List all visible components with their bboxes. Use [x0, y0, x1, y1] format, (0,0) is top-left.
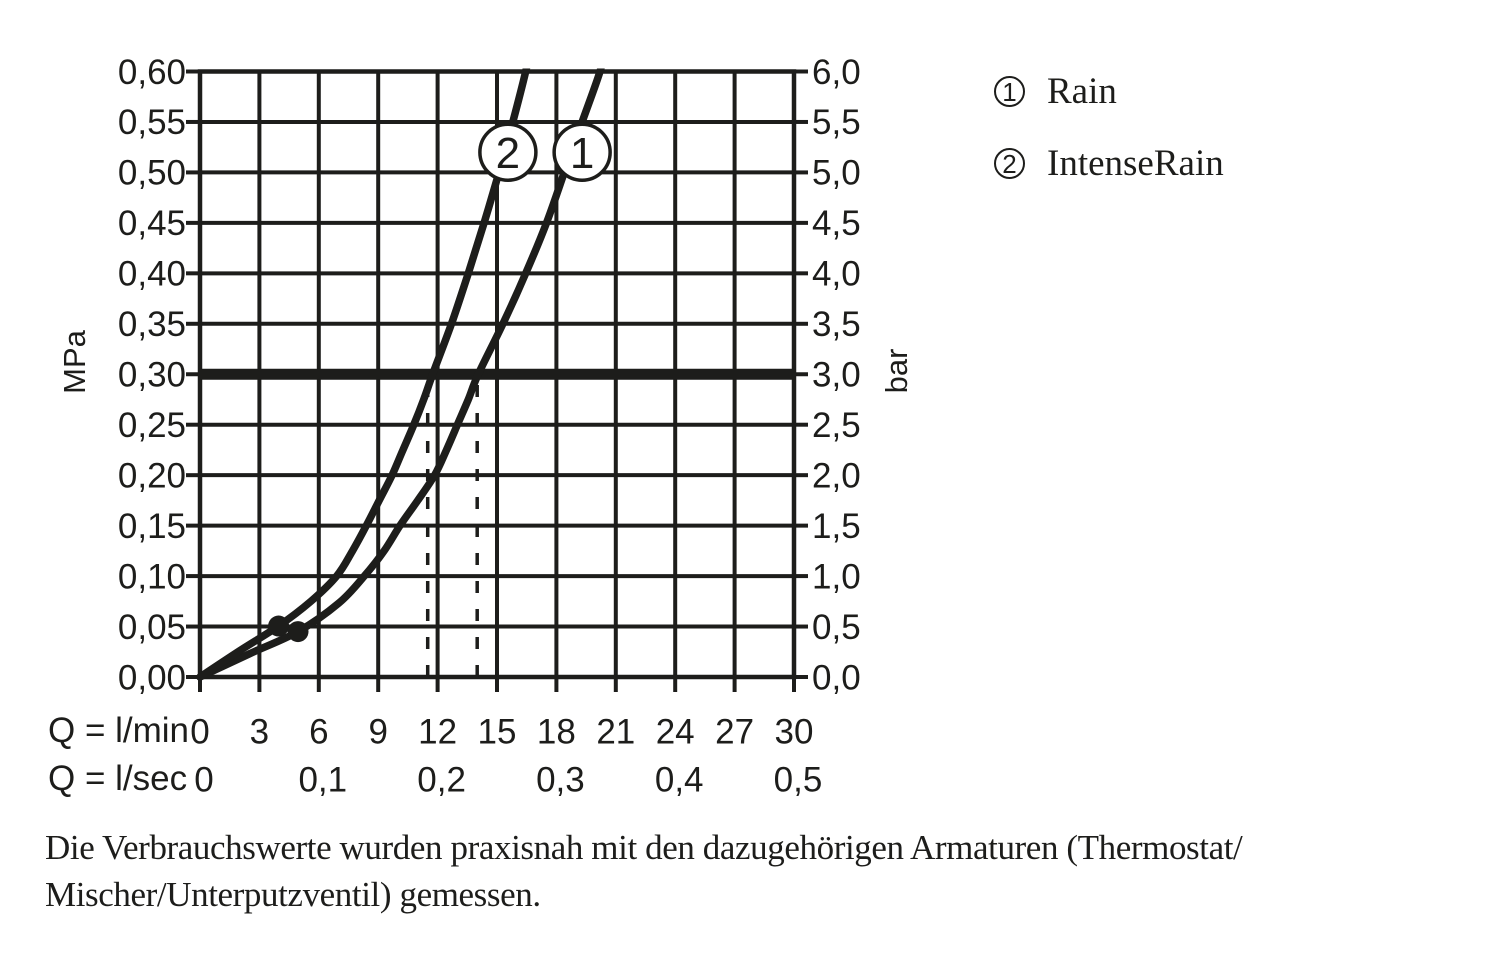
x-tick-label-lsec: 0,5 — [774, 760, 823, 799]
x-axis-lmin-label: Q = l/min — [48, 711, 190, 750]
x-tick-label-lmin: 24 — [656, 712, 695, 751]
measurement-dot-rain — [287, 621, 309, 643]
y-left-tick-label: 0,25 — [118, 406, 186, 445]
y-left-tick-label: 0,55 — [118, 103, 186, 142]
legend-label-intenserain: IntenseRain — [1047, 143, 1224, 184]
y-left-tick-label: 0,40 — [118, 255, 186, 294]
curve-marker-number-2: 2 — [496, 129, 520, 178]
x-tick-label-lsec: 0,2 — [417, 760, 466, 799]
footnote-line-1: Die Verbrauchswerte wurden praxisnah mit… — [45, 828, 1243, 867]
footnote-line-2: Mischer/Unterputzventil) gemessen. — [45, 875, 541, 914]
y-right-tick-label: 2,5 — [812, 406, 861, 445]
y-right-tick-label: 5,0 — [812, 154, 861, 193]
y-left-tick-label: 0,20 — [118, 456, 186, 495]
x-tick-label-lsec: 0,1 — [298, 760, 347, 799]
y-left-tick-label: 0,45 — [118, 204, 186, 243]
y-right-tick-label: 0,5 — [812, 608, 861, 647]
x-tick-label-lsec: 0 — [194, 760, 213, 799]
x-tick-label-lmin: 6 — [309, 712, 328, 751]
x-tick-label-lmin: 0 — [190, 712, 209, 751]
y-left-tick-label: 0,50 — [118, 154, 186, 193]
y-left-tick-label: 0,15 — [118, 507, 186, 546]
x-tick-label-lmin: 15 — [478, 712, 517, 751]
y-right-tick-label: 4,0 — [812, 255, 861, 294]
curve-rain — [196, 68, 605, 681]
curve-marker-circle-2 — [478, 122, 538, 182]
x-tick-label-lmin: 12 — [418, 712, 457, 751]
x-tick-label-lmin: 21 — [596, 712, 635, 751]
legend-circled-number-1: 1 — [994, 76, 1025, 107]
legend-label-rain: Rain — [1047, 71, 1117, 112]
y-right-tick-label: 1,0 — [812, 557, 861, 596]
measurement-dot-intenserain — [268, 615, 290, 637]
curve-marker-circle-1 — [552, 122, 612, 182]
y-left-tick-label: 0,05 — [118, 608, 186, 647]
legend-circled-number-2: 2 — [994, 148, 1025, 179]
y-left-tick-label: 0,00 — [118, 658, 186, 697]
y-right-tick-label: 6,0 — [812, 53, 861, 92]
x-tick-label-lmin: 9 — [368, 712, 387, 751]
y-left-tick-label: 0,30 — [118, 356, 186, 395]
y-axis-left-unit-label: MPa — [57, 330, 92, 394]
y-right-tick-label: 5,5 — [812, 103, 861, 142]
x-tick-label-lmin: 3 — [250, 712, 269, 751]
y-left-tick-label: 0,60 — [118, 53, 186, 92]
x-tick-label-lmin: 30 — [775, 712, 814, 751]
x-tick-label-lsec: 0,3 — [536, 760, 585, 799]
y-right-tick-label: 1,5 — [812, 507, 861, 546]
legend: 1 Rain 2 IntenseRain — [994, 70, 1224, 214]
x-tick-label-lmin: 18 — [537, 712, 576, 751]
y-left-tick-label: 0,10 — [118, 557, 186, 596]
legend-item-intenserain: 2 IntenseRain — [994, 142, 1224, 185]
y-right-tick-label: 3,0 — [812, 356, 861, 395]
y-right-tick-label: 4,5 — [812, 204, 861, 243]
y-axis-right-unit-label: bar — [879, 348, 914, 394]
curve-marker-number-1: 1 — [570, 129, 594, 178]
footnote: Die Verbrauchswerte wurden praxisnah mit… — [45, 824, 1475, 918]
y-right-tick-label: 3,5 — [812, 305, 861, 344]
y-right-tick-label: 0,0 — [812, 658, 861, 697]
x-tick-label-lmin: 27 — [715, 712, 754, 751]
x-tick-label-lsec: 0,4 — [655, 760, 704, 799]
y-right-tick-label: 2,0 — [812, 456, 861, 495]
y-left-tick-label: 0,35 — [118, 305, 186, 344]
x-axis-lsec-label: Q = l/sec — [48, 759, 188, 798]
legend-item-rain: 1 Rain — [994, 70, 1224, 113]
